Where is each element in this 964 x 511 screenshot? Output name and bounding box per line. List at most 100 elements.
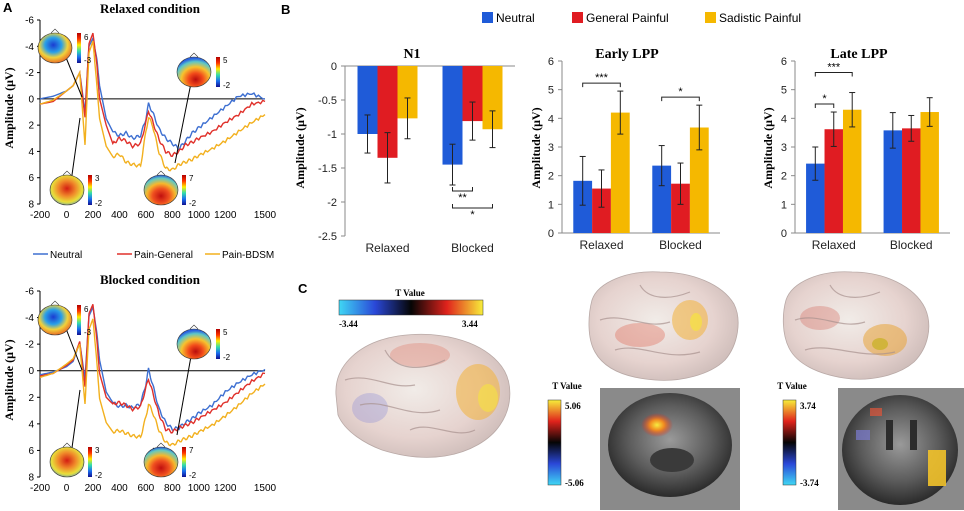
topo-scale-max: 3 <box>95 174 100 183</box>
y-tick-label: -0.5 <box>318 95 337 107</box>
erp-relaxed-chart: Relaxed condition Amplitude (μV) -6-4-20… <box>2 1 277 221</box>
topo-map-lpp: 5 -2 <box>176 52 231 90</box>
bar-chart-late-lpp: Late LPP Amplitude (μV) 0 1 2 3 4 5 6 Relaxed Bl… <box>761 47 950 252</box>
y-tick-label: 0 <box>28 366 34 377</box>
brain-surface-right-view <box>588 271 739 381</box>
erp-trace-pain-bdsm <box>39 318 266 447</box>
bar-general-painful <box>462 66 483 122</box>
legend-general-label: Pain-General <box>134 250 193 261</box>
erp-blocked-title: Blocked condition <box>100 272 201 287</box>
bar-legend-neutral: Neutral <box>496 11 535 25</box>
y-tick-label: -2 <box>327 197 337 209</box>
bar-general-painful <box>824 129 843 233</box>
brain-surface-left-view <box>782 271 930 380</box>
significance-bracket <box>452 187 473 192</box>
topo-scale-max: 3 <box>95 446 100 455</box>
legend-neutral-label: Neutral <box>50 250 82 261</box>
topo-maps-blocked: 6 -3 5 -2 3 -2 7 -2 <box>37 300 231 480</box>
x-tick-label: 600 <box>138 483 155 494</box>
topo-scale-max: 5 <box>223 56 228 65</box>
significance-label: * <box>822 93 827 105</box>
significance-label: * <box>470 209 475 221</box>
x-category-label: Relaxed <box>579 238 623 252</box>
y-tick-label: -1.5 <box>318 163 337 175</box>
topo-scale-bar <box>77 33 81 63</box>
topo-scale-min: -3 <box>84 328 92 337</box>
x-category-label: Blocked <box>451 241 494 255</box>
bar-legend-general-swatch <box>572 12 583 23</box>
x-tick-label: 200 <box>85 483 102 494</box>
bar-legend: Neutral General Painful Sadistic Painful <box>482 11 801 25</box>
tvalue-label: T Value <box>777 381 807 391</box>
y-tick-label: 1 <box>781 199 787 211</box>
bar-neutral <box>806 163 825 233</box>
bar-neutral <box>357 66 378 134</box>
x-tick-label: 0 <box>64 210 70 221</box>
x-category-label: Relaxed <box>365 241 409 255</box>
x-tick-label: 400 <box>111 210 128 221</box>
y-tick-label: 4 <box>28 419 34 430</box>
tvalue-min: -5.06 <box>565 478 584 488</box>
y-tick-label: 4 <box>781 113 787 125</box>
y-tick-label: 5 <box>548 85 554 97</box>
topo-scale-min: -3 <box>84 56 92 65</box>
topo-scale-bar <box>216 329 220 359</box>
erp-trace-pain-bdsm <box>39 40 266 172</box>
brain-surface-lateral <box>335 333 511 458</box>
y-tick-label: 0 <box>28 94 34 105</box>
tvalue-max: 5.06 <box>565 401 581 411</box>
bar-neutral <box>573 180 593 233</box>
y-tick-label: 5 <box>781 85 787 97</box>
tvalue-label: T Value <box>395 288 425 298</box>
y-tick-label: 2 <box>781 171 787 183</box>
bar-sadistic-painful <box>610 112 630 233</box>
bar-sadistic-painful <box>920 112 939 233</box>
bar-chart-title: N1 <box>403 47 420 62</box>
x-tick-label: 200 <box>85 210 102 221</box>
x-tick-label: 1500 <box>254 483 277 494</box>
significance-bracket <box>452 204 493 209</box>
significance-bracket <box>661 96 700 102</box>
bar-legend-sadistic: Sadistic Painful <box>719 11 801 25</box>
topo-map-n1: 6 -3 <box>37 28 92 65</box>
tvalue-colorbar-sagittal: T Value 5.06 -5.06 <box>547 381 584 488</box>
y-tick-label: 0 <box>781 228 787 240</box>
tvalue-gradient <box>338 299 484 316</box>
bar-chart-n1: N1 Amplitude (μV) -2.5 -2 -1.5 -1 -0.5 0 Relax… <box>293 47 515 255</box>
y-tick-label: 6 <box>28 446 34 457</box>
x-tick-label: 1200 <box>214 483 237 494</box>
erp-relaxed-title: Relaxed condition <box>100 1 201 16</box>
panel-label-c: C <box>298 281 308 296</box>
topo-maps-relaxed: 6 -3 5 -2 3 -2 7 -2 <box>37 28 231 208</box>
bar-neutral <box>442 66 463 165</box>
topo-map-p3: 7 -2 <box>143 442 197 480</box>
bar-sadistic-painful <box>482 66 503 130</box>
significance-label: * <box>678 86 683 98</box>
erp-blocked-ylabel: Amplitude (μV) <box>2 339 16 420</box>
y-tick-label: -4 <box>25 313 34 324</box>
topo-scale-max: 6 <box>84 305 89 314</box>
bar-general-painful <box>592 188 611 233</box>
y-tick-label: 6 <box>28 173 34 184</box>
topo-scale-bar <box>88 175 92 205</box>
bar-chart-ylabel: Amplitude (μV) <box>761 107 775 188</box>
significance-label: ** <box>458 192 467 204</box>
topo-scale-bar <box>216 57 220 87</box>
tvalue-gradient <box>547 399 562 486</box>
erp-trace-pain-general <box>39 304 266 434</box>
y-tick-label: 0 <box>548 228 554 240</box>
bar-general-painful <box>902 128 921 233</box>
x-category-label: Blocked <box>890 238 933 252</box>
bar-chart-ylabel: Amplitude (μV) <box>293 107 307 188</box>
panel-label-b: B <box>281 2 290 17</box>
significance-bracket <box>582 82 621 88</box>
y-tick-label: 4 <box>28 147 34 158</box>
y-tick-label: 6 <box>548 56 554 68</box>
erp-blocked-chart: Blocked condition Amplitude (μV) -6-4-20… <box>2 272 277 494</box>
bar-legend-neutral-swatch <box>482 12 493 23</box>
topo-scale-bar <box>182 175 186 205</box>
topo-scale-min: -2 <box>223 353 231 362</box>
topo-scale-bar <box>77 305 81 335</box>
panel-label-a: A <box>3 0 13 15</box>
